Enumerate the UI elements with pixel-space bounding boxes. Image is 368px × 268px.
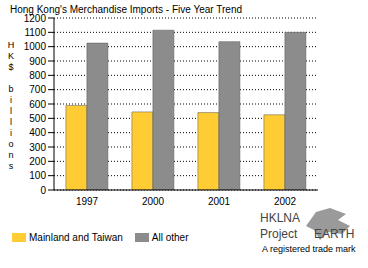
- html-text:All other: All other: [151, 232, 189, 243]
- svg-text:EARTH: EARTH: [314, 227, 354, 241]
- html-text:b: b: [8, 84, 14, 94]
- html-text:o: o: [8, 139, 14, 149]
- svg-text:200: 200: [29, 156, 46, 167]
- svg-text:1100: 1100: [24, 27, 46, 38]
- html-text:l: l: [10, 106, 12, 116]
- svg-text:600: 600: [29, 99, 46, 110]
- svg-text:2000: 2000: [142, 196, 165, 207]
- html-text:s: s: [8, 161, 14, 171]
- html-text:i: i: [10, 128, 12, 138]
- html-text:Mainland and Taiwan: Mainland and Taiwan: [29, 232, 123, 243]
- svg-text:900: 900: [29, 56, 46, 67]
- svg-text:2001: 2001: [208, 196, 231, 207]
- html-text:H: H: [7, 40, 15, 50]
- svg-text:1200: 1200: [24, 13, 47, 24]
- svg-text:700: 700: [29, 84, 46, 95]
- svg-text:A registered trade mark: A registered trade mark: [262, 244, 356, 254]
- svg-text:100: 100: [29, 170, 46, 181]
- html-text:i: i: [10, 95, 12, 105]
- svg-text:0: 0: [40, 185, 46, 196]
- html-text:Hong Kong's Merchandise Import: Hong Kong's Merchandise Imports - Five Y…: [10, 4, 242, 15]
- html-text:l: l: [10, 117, 12, 127]
- html-text:n: n: [8, 150, 14, 160]
- svg-text:2002: 2002: [274, 196, 297, 207]
- svg-text:800: 800: [29, 70, 46, 81]
- svg-text:400: 400: [29, 127, 46, 138]
- svg-text:300: 300: [29, 142, 46, 153]
- html-text:K: K: [8, 51, 14, 61]
- svg-text:500: 500: [29, 113, 46, 124]
- svg-text:1997: 1997: [76, 196, 99, 207]
- svg-text:1000: 1000: [24, 41, 47, 52]
- svg-text:Project: Project: [260, 227, 298, 241]
- svg-text:HKLNA: HKLNA: [260, 211, 300, 225]
